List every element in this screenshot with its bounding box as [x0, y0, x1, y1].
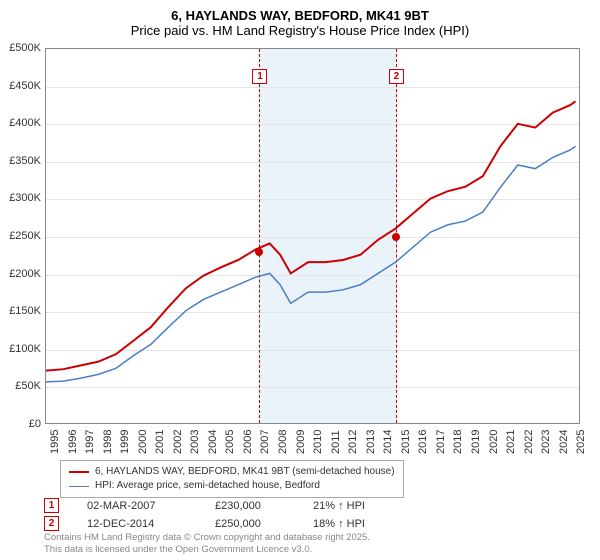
x-tick-label: 2005 [224, 430, 236, 454]
x-tick-label: 2020 [488, 430, 500, 454]
chart-title: 6, HAYLANDS WAY, BEDFORD, MK41 9BT Price… [0, 0, 600, 42]
y-tick-label: £250K [9, 230, 41, 242]
y-tick-label: £500K [9, 42, 41, 54]
row-marker: 1 [44, 498, 59, 513]
y-tick-label: £50K [15, 380, 41, 392]
x-tick-label: 2003 [189, 430, 201, 454]
y-tick-label: £0 [29, 418, 41, 430]
transaction-row: 1 02-MAR-2007 £230,000 21% ↑ HPI [44, 498, 383, 513]
x-tick-label: 2001 [154, 430, 166, 454]
x-axis: 1995 1996 1997 1998 1999 2000 2001 2002 2003 2004… [45, 424, 580, 464]
transaction-row: 2 12-DEC-2014 £250,000 18% ↑ HPI [44, 516, 383, 531]
y-axis: £0£50K£100K£150K£200K£250K£300K£350K£400… [0, 48, 45, 424]
marker-box: 1 [252, 69, 267, 84]
x-tick-label: 2025 [575, 430, 587, 454]
x-tick-label: 2004 [207, 430, 219, 454]
x-tick-label: 2006 [242, 430, 254, 454]
y-tick-label: £300K [9, 192, 41, 204]
legend-row: HPI: Average price, semi-detached house,… [69, 479, 395, 493]
y-tick-label: £100K [9, 343, 41, 355]
x-tick-label: 2007 [259, 430, 271, 454]
x-tick-label: 1999 [119, 430, 131, 454]
x-tick-label: 2002 [172, 430, 184, 454]
x-tick-label: 2021 [505, 430, 517, 454]
legend-label: HPI: Average price, semi-detached house,… [95, 479, 320, 493]
y-tick-label: £150K [9, 305, 41, 317]
x-tick-label: 2017 [435, 430, 447, 454]
y-tick-label: £400K [9, 117, 41, 129]
legend-swatch [69, 471, 89, 473]
footer-attribution: Contains HM Land Registry data © Crown c… [44, 532, 370, 556]
x-tick-label: 2000 [137, 430, 149, 454]
x-tick-label: 2014 [382, 430, 394, 454]
row-hpi: 18% ↑ HPI [313, 518, 383, 530]
row-hpi: 21% ↑ HPI [313, 500, 383, 512]
x-tick-label: 2018 [452, 430, 464, 454]
x-tick-label: 2023 [540, 430, 552, 454]
x-tick-label: 1995 [49, 430, 61, 454]
x-tick-label: 2012 [347, 430, 359, 454]
row-price: £250,000 [215, 518, 285, 530]
transaction-table: 1 02-MAR-2007 £230,000 21% ↑ HPI 2 12-DEC-201… [44, 498, 383, 534]
y-tick-label: £350K [9, 155, 41, 167]
footer-line1: Contains HM Land Registry data © Crown c… [44, 532, 370, 544]
x-tick-label: 2011 [330, 430, 342, 454]
shaded-date-band [259, 49, 395, 423]
chart-plot-area: 12 [45, 48, 580, 424]
x-tick-label: 2016 [417, 430, 429, 454]
legend-row: 6, HAYLANDS WAY, BEDFORD, MK41 9BT (semi… [69, 465, 395, 479]
y-tick-label: £200K [9, 268, 41, 280]
legend-label: 6, HAYLANDS WAY, BEDFORD, MK41 9BT (semi… [95, 465, 395, 479]
x-tick-label: 2015 [400, 430, 412, 454]
x-tick-label: 2019 [470, 430, 482, 454]
title-subtitle: Price paid vs. HM Land Registry's House … [0, 23, 600, 38]
x-tick-label: 1997 [84, 430, 96, 454]
legend: 6, HAYLANDS WAY, BEDFORD, MK41 9BT (semi… [60, 460, 404, 498]
row-date: 12-DEC-2014 [87, 518, 187, 530]
legend-swatch [69, 486, 89, 487]
x-tick-label: 1998 [102, 430, 114, 454]
x-tick-label: 2010 [312, 430, 324, 454]
row-price: £230,000 [215, 500, 285, 512]
marker-box: 2 [389, 69, 404, 84]
row-marker: 2 [44, 516, 59, 531]
x-tick-label: 2009 [295, 430, 307, 454]
marker-vline [259, 49, 260, 423]
x-tick-label: 2008 [277, 430, 289, 454]
x-tick-label: 1996 [67, 430, 79, 454]
x-tick-label: 2022 [523, 430, 535, 454]
title-address: 6, HAYLANDS WAY, BEDFORD, MK41 9BT [0, 8, 600, 23]
footer-line2: This data is licensed under the Open Gov… [44, 544, 370, 556]
x-tick-label: 2024 [558, 430, 570, 454]
marker-point [392, 233, 400, 241]
row-date: 02-MAR-2007 [87, 500, 187, 512]
y-tick-label: £450K [9, 80, 41, 92]
x-tick-label: 2013 [365, 430, 377, 454]
